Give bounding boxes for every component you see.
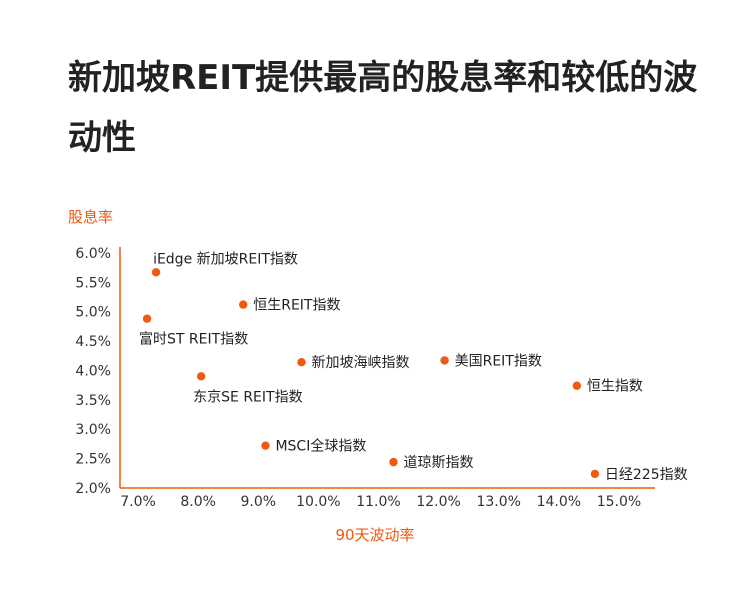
x-tick-label: 7.0% [120,494,156,510]
y-tick-label: 2.0% [75,481,111,497]
data-point [239,300,248,309]
y-tick-label: 4.5% [75,334,111,350]
x-tick-label: 8.0% [180,494,216,510]
point-label: 富时ST REIT指数 [139,331,248,348]
point-label: iEdge 新加坡REIT指数 [153,251,298,267]
axes [119,247,655,489]
y-tick-label: 5.5% [75,275,111,291]
data-point [440,356,449,365]
x-tick-label: 12.0% [416,494,460,510]
x-tick-label: 11.0% [356,494,400,510]
point-label: MSCI全球指数 [275,438,366,455]
data-point [261,441,270,450]
point-label: 恒生指数 [587,379,643,395]
point-label: 东京SE REIT指数 [193,389,302,405]
x-axis-label: 90天波动率 [335,526,415,544]
point-label: 美国REIT指数 [455,353,542,369]
data-point [297,358,306,367]
point-label: 日经225指数 [605,467,688,483]
data-point [389,457,398,467]
x-tick-label: 9.0% [240,494,276,510]
y-tick-label: 6.0% [75,246,111,262]
x-tick-label: 10.0% [296,494,340,510]
y-tick-label: 3.0% [75,422,111,438]
data-point [196,372,206,381]
y-tick-label: 2.5% [75,452,111,468]
y-axis-label: 股息率 [68,208,114,226]
x-tick-label: 13.0% [476,494,520,510]
y-tick-label: 3.5% [75,393,111,409]
chart-title: 新加坡REIT提供最高的股息率和较低的波动性 [68,58,698,158]
x-tick-label: 14.0% [537,494,581,510]
data-point [151,268,161,277]
y-tick-label: 4.0% [75,363,111,379]
data-point [572,381,582,390]
x-tick-label: 15.0% [597,494,641,510]
point-label: 恒生REIT指数 [253,298,340,314]
y-ticks: 6.0% 5.5% 5.0% 4.5% 4.0% 3.5% 3.0% 2.5% 2.0% [75,246,111,497]
point-label: 道琼斯指数 [404,455,474,471]
data-point [142,314,152,323]
data-point [590,469,600,479]
point-label: 新加坡海峡指数 [312,355,410,371]
x-ticks: 7.0% 8.0% 9.0% 10.0% 11.0% 12.0% 13.0% 14.0% 15.… [120,494,641,510]
y-tick-label: 5.0% [75,305,111,321]
